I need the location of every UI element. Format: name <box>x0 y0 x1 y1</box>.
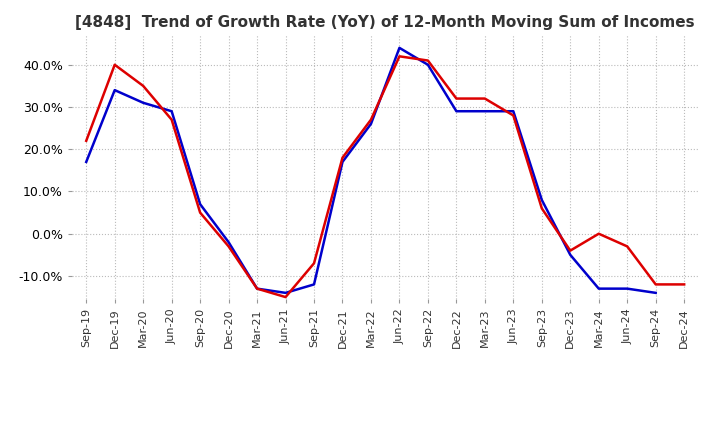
Net Income Growth Rate <box>395 54 404 59</box>
Net Income Growth Rate <box>110 62 119 67</box>
Net Income Growth Rate <box>452 96 461 101</box>
Ordinary Income Growth Rate <box>652 290 660 296</box>
Net Income Growth Rate <box>480 96 489 101</box>
Ordinary Income Growth Rate <box>537 197 546 202</box>
Ordinary Income Growth Rate <box>110 88 119 93</box>
Net Income Growth Rate <box>282 294 290 300</box>
Title: [4848]  Trend of Growth Rate (YoY) of 12-Month Moving Sum of Incomes: [4848] Trend of Growth Rate (YoY) of 12-… <box>76 15 695 30</box>
Net Income Growth Rate <box>595 231 603 236</box>
Ordinary Income Growth Rate <box>423 62 432 67</box>
Net Income Growth Rate <box>509 113 518 118</box>
Net Income Growth Rate <box>537 206 546 211</box>
Net Income Growth Rate <box>423 58 432 63</box>
Ordinary Income Growth Rate <box>452 109 461 114</box>
Net Income Growth Rate <box>139 83 148 88</box>
Ordinary Income Growth Rate <box>282 290 290 296</box>
Ordinary Income Growth Rate <box>338 159 347 165</box>
Net Income Growth Rate <box>680 282 688 287</box>
Net Income Growth Rate <box>196 210 204 215</box>
Line: Ordinary Income Growth Rate: Ordinary Income Growth Rate <box>86 48 656 293</box>
Ordinary Income Growth Rate <box>167 109 176 114</box>
Ordinary Income Growth Rate <box>253 286 261 291</box>
Net Income Growth Rate <box>566 248 575 253</box>
Ordinary Income Growth Rate <box>480 109 489 114</box>
Ordinary Income Growth Rate <box>139 100 148 106</box>
Net Income Growth Rate <box>225 244 233 249</box>
Ordinary Income Growth Rate <box>623 286 631 291</box>
Ordinary Income Growth Rate <box>566 252 575 257</box>
Ordinary Income Growth Rate <box>366 121 375 127</box>
Ordinary Income Growth Rate <box>225 239 233 245</box>
Net Income Growth Rate <box>623 244 631 249</box>
Net Income Growth Rate <box>167 117 176 122</box>
Ordinary Income Growth Rate <box>509 109 518 114</box>
Ordinary Income Growth Rate <box>82 159 91 165</box>
Net Income Growth Rate <box>253 286 261 291</box>
Net Income Growth Rate <box>652 282 660 287</box>
Ordinary Income Growth Rate <box>395 45 404 51</box>
Ordinary Income Growth Rate <box>595 286 603 291</box>
Net Income Growth Rate <box>310 260 318 266</box>
Net Income Growth Rate <box>338 155 347 160</box>
Net Income Growth Rate <box>82 138 91 143</box>
Ordinary Income Growth Rate <box>310 282 318 287</box>
Ordinary Income Growth Rate <box>196 202 204 207</box>
Net Income Growth Rate <box>366 117 375 122</box>
Line: Net Income Growth Rate: Net Income Growth Rate <box>86 56 684 297</box>
